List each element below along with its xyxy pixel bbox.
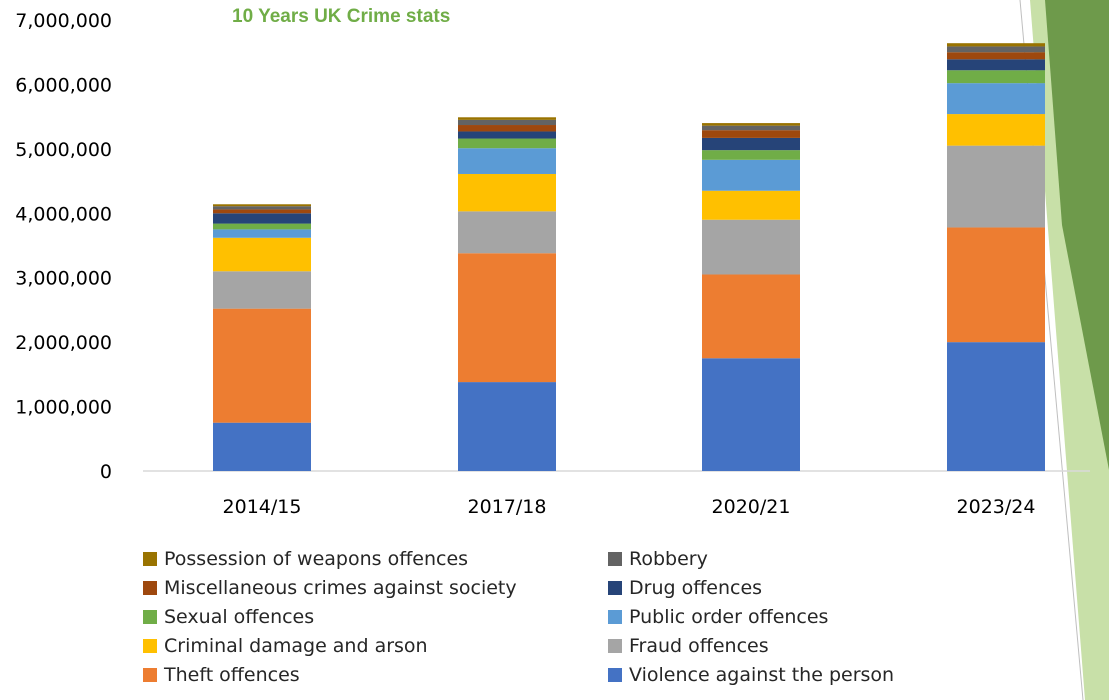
y-tick-label: 5,000,000 [15, 139, 112, 161]
bar-segment [947, 59, 1045, 71]
bar-segment [458, 253, 556, 383]
bar-segment [213, 237, 311, 272]
bar-segment [458, 117, 556, 120]
bar-segment [702, 190, 800, 220]
legend-label: Criminal damage and arson [164, 635, 428, 657]
bar-segment [947, 342, 1045, 471]
bar-segment [947, 70, 1045, 84]
x-axis: 2014/15 2017/18 2020/21 2023/24 [223, 496, 1036, 518]
bar-segment [458, 131, 556, 139]
legend-swatch [608, 581, 622, 595]
legend-label: Drug offences [629, 577, 763, 599]
bar-segment [947, 52, 1045, 60]
chart-title: 10 Years UK Crime stats [232, 6, 451, 27]
decor-dark-arrow [1045, 0, 1109, 470]
bar-segment [702, 125, 800, 131]
legend-label: Violence against the person [629, 664, 895, 686]
bar-segment [213, 271, 311, 309]
legend-label: Robbery [629, 548, 708, 570]
legend-label: Miscellaneous crimes against society [164, 577, 517, 599]
bar-segment [213, 206, 311, 210]
bars [213, 43, 1045, 471]
bar-segment [458, 125, 556, 132]
y-tick-label: 4,000,000 [15, 203, 112, 225]
bar-segment [947, 83, 1045, 115]
legend-item: Criminal damage and arson [143, 635, 428, 657]
legend-swatch [608, 668, 622, 682]
legend-label: Fraud offences [629, 635, 769, 657]
legend-swatch [143, 639, 157, 653]
bar-segment [213, 223, 311, 230]
legend-item: Violence against the person [608, 664, 894, 686]
legend-swatch [143, 552, 157, 566]
bar-segment [947, 46, 1045, 53]
bar-segment [458, 148, 556, 174]
bar-segment [213, 213, 311, 224]
bar-segment [213, 209, 311, 214]
decorative-shapes [1019, 0, 1109, 700]
x-tick-label: 2023/24 [957, 496, 1036, 518]
bar-segment [702, 123, 800, 126]
y-tick-label: 2,000,000 [15, 332, 112, 354]
x-tick-label: 2014/15 [223, 496, 302, 518]
legend-item: Public order offences [608, 606, 828, 628]
legend-label: Theft offences [164, 664, 300, 686]
bar-segment [702, 274, 800, 359]
bar-segment [458, 211, 556, 254]
bar-segment [947, 145, 1045, 228]
y-tick-label: 7,000,000 [15, 10, 112, 32]
legend-swatch [608, 552, 622, 566]
legend-swatch [608, 610, 622, 624]
y-axis: 0 1,000,000 2,000,000 3,000,000 4,000,000 5,0… [15, 10, 1090, 483]
bar-segment [702, 358, 800, 471]
bar-segment [947, 114, 1045, 146]
x-tick-label: 2017/18 [468, 496, 547, 518]
bar-segment [213, 422, 311, 471]
legend-label: Possession of weapons offences [164, 548, 469, 570]
bar-segment [213, 204, 311, 207]
y-tick-label: 3,000,000 [15, 268, 112, 290]
legend-swatch [143, 581, 157, 595]
bar-segment [458, 382, 556, 471]
bar-segment [702, 219, 800, 275]
x-tick-label: 2020/21 [712, 496, 791, 518]
bar-segment [213, 308, 311, 423]
bar-segment [947, 227, 1045, 343]
legend-swatch [608, 639, 622, 653]
legend-item: Miscellaneous crimes against society [143, 577, 517, 599]
y-tick-label: 6,000,000 [15, 74, 112, 96]
legend-item: Theft offences [143, 664, 300, 686]
bar-segment [702, 159, 800, 191]
legend-swatch [143, 668, 157, 682]
legend-label: Sexual offences [164, 606, 315, 628]
bar-segment [458, 119, 556, 126]
legend-item: Drug offences [608, 577, 762, 599]
legend-item: Possession of weapons offences [143, 548, 468, 570]
bar-segment [458, 173, 556, 212]
bar-segment [947, 43, 1045, 47]
legend-item: Robbery [608, 548, 708, 570]
bar-segment [702, 150, 800, 160]
y-tick-label: 1,000,000 [15, 397, 112, 419]
legend-swatch [143, 610, 157, 624]
legend-label: Public order offences [629, 606, 829, 628]
legend-item: Fraud offences [608, 635, 769, 657]
bar-segment [458, 138, 556, 149]
bar-segment [702, 130, 800, 138]
y-tick-label: 0 [100, 461, 112, 483]
legend-item: Sexual offences [143, 606, 314, 628]
bar-segment [702, 137, 800, 151]
bar-segment [213, 229, 311, 238]
